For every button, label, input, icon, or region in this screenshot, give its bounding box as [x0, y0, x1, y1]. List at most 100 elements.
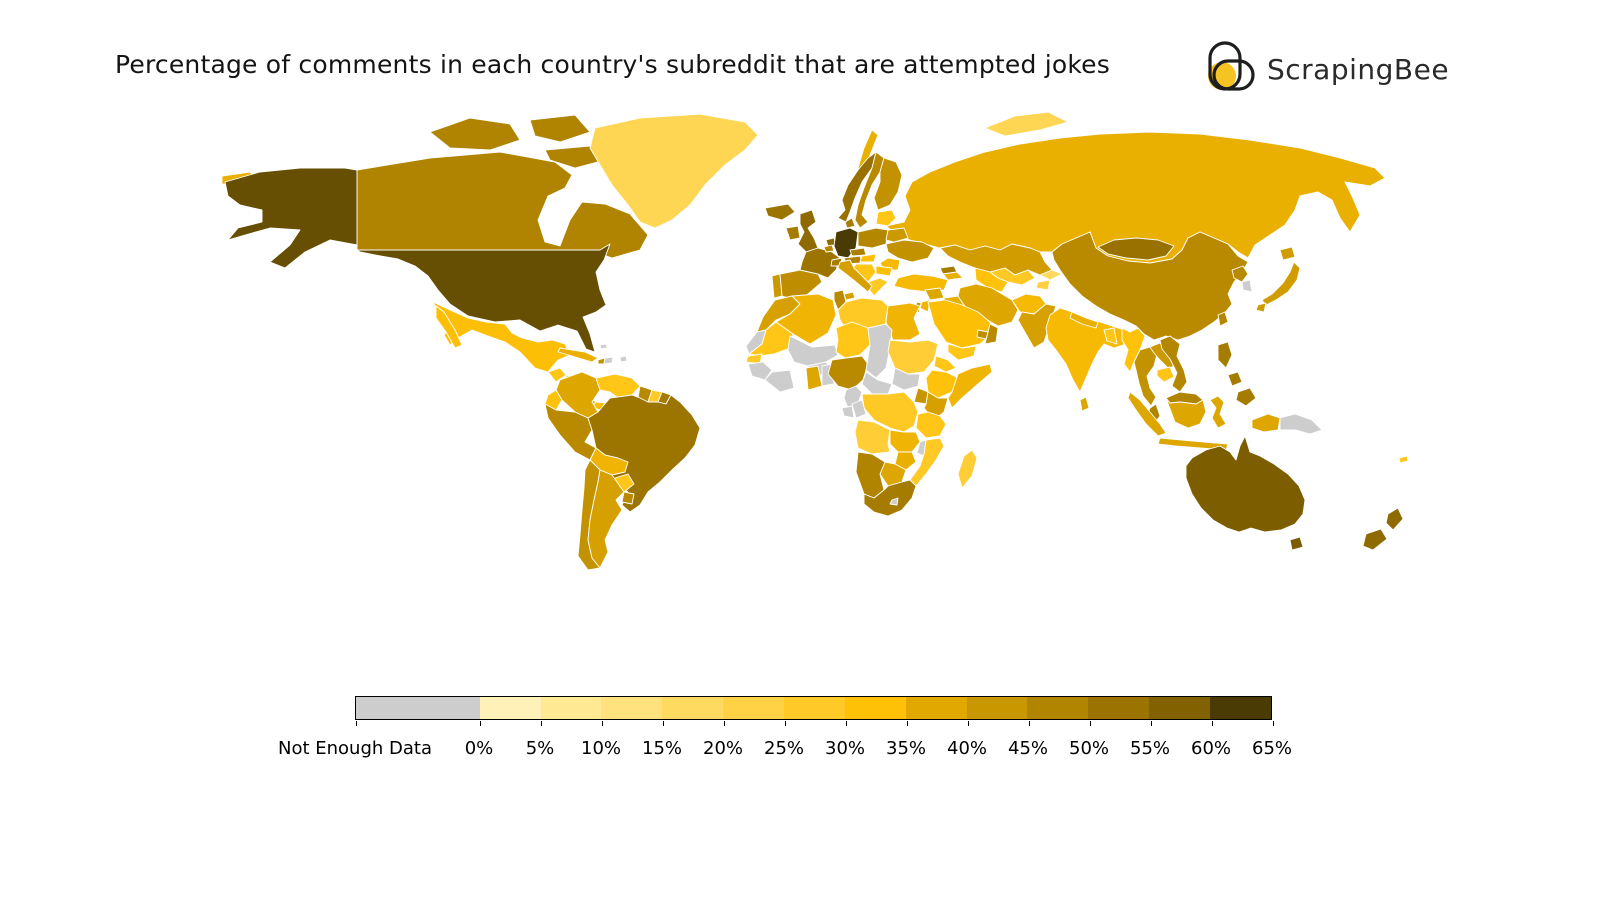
country-shape	[587, 469, 625, 569]
country-shape	[893, 273, 949, 293]
country-shape	[885, 227, 909, 243]
legend-tick	[967, 721, 969, 726]
country-shape	[859, 253, 877, 263]
country-shape	[1133, 346, 1158, 407]
legend-tick	[784, 721, 786, 726]
country-shape	[595, 373, 641, 399]
country-shape	[224, 167, 358, 269]
legend-tick-label: 35%	[885, 738, 927, 759]
legend-tick-label: 55%	[1129, 738, 1171, 759]
country-shape	[887, 339, 939, 375]
country-shape	[889, 497, 899, 506]
country-shape	[1069, 311, 1099, 329]
country-shape	[875, 209, 897, 227]
legend-segment	[905, 697, 967, 719]
legend-tick	[723, 721, 725, 726]
country-shape	[621, 491, 635, 505]
legend-tick-label: 30%	[824, 738, 866, 759]
country-shape	[957, 449, 978, 489]
legend-tick-label: 10%	[580, 738, 622, 759]
country-shape	[915, 411, 947, 439]
country-shape	[1185, 435, 1306, 533]
legend-labels: Not Enough Data 0% 5% 10% 15% 20% 25% 30% 35% 40%…	[278, 720, 1292, 759]
country-shape	[947, 363, 993, 409]
legend-color-bar	[355, 696, 1274, 726]
country-shape	[1385, 507, 1404, 531]
country-shape	[1251, 413, 1281, 433]
legend-segment	[1088, 697, 1150, 719]
country-shape	[1279, 413, 1323, 435]
country-shape	[841, 405, 855, 419]
legend-tick-label: 50%	[1068, 738, 1110, 759]
country-shape	[764, 203, 796, 221]
country-shape	[589, 113, 759, 229]
legend-tick-label: 65%	[1251, 738, 1293, 759]
country-shape	[1127, 391, 1167, 437]
legend-tick	[845, 721, 847, 726]
legend-tick-label: 40%	[946, 738, 988, 759]
country-shape	[544, 145, 606, 169]
country-shape	[356, 243, 611, 353]
country-shape	[857, 227, 889, 249]
legend-tick	[355, 721, 357, 726]
country-shape	[435, 305, 463, 349]
country-shape	[1165, 397, 1207, 429]
legend-tick	[1272, 721, 1274, 726]
country-shape	[837, 259, 873, 293]
country-shape	[1241, 279, 1253, 293]
country-shape	[909, 437, 945, 487]
country-shape	[1362, 528, 1388, 551]
legend-tick	[1028, 721, 1030, 726]
country-shape	[1217, 341, 1233, 369]
country-shape	[1097, 237, 1175, 261]
country-shape	[861, 391, 919, 433]
country-shape	[913, 387, 929, 405]
country-shape	[1279, 246, 1296, 261]
country-shape	[865, 323, 893, 379]
country-shape	[1255, 302, 1267, 313]
country-shape	[885, 239, 935, 263]
country-shape	[1103, 327, 1118, 345]
legend-tick	[540, 721, 542, 726]
country-shape	[1079, 396, 1090, 412]
country-shape	[974, 267, 1009, 293]
legend-no-data-label: Not Enough Data	[278, 738, 432, 759]
country-shape	[619, 355, 628, 363]
country-shape	[557, 347, 599, 363]
country-shape	[1235, 387, 1257, 407]
country-shape	[984, 323, 999, 345]
legend-segment	[1149, 697, 1211, 719]
country-shape	[1289, 536, 1304, 551]
country-shape	[747, 361, 773, 381]
legend-tick	[479, 721, 481, 726]
country-shape	[835, 321, 871, 359]
country-shape	[1039, 269, 1063, 281]
country-shape	[933, 355, 957, 373]
country-shape	[873, 157, 903, 211]
country-shape	[356, 151, 649, 259]
legend-tick	[1211, 721, 1213, 726]
country-shape	[775, 293, 837, 345]
country-shape	[863, 479, 917, 517]
country-shape	[851, 399, 867, 419]
country-shape	[1035, 279, 1051, 291]
legend-tick-label: 60%	[1190, 738, 1232, 759]
country-shape	[429, 117, 521, 151]
country-shape	[925, 369, 959, 399]
country-shape	[947, 343, 977, 361]
scrapingbee-logo: ScrapingBee	[1203, 40, 1449, 98]
legend-tick-label: 25%	[763, 738, 805, 759]
legend-tick-label: 45%	[1007, 738, 1049, 759]
country-shape	[1051, 231, 1249, 341]
legend-segment	[784, 697, 845, 719]
legend-segment	[662, 697, 724, 719]
country-shape	[894, 451, 917, 471]
country-shape	[1217, 311, 1229, 327]
country-shape	[797, 209, 819, 253]
legend-tick-label: 5%	[525, 738, 555, 759]
country-shape	[785, 225, 801, 241]
scrapingbee-logo-text: ScrapingBee	[1267, 52, 1450, 86]
country-shape	[889, 429, 921, 453]
